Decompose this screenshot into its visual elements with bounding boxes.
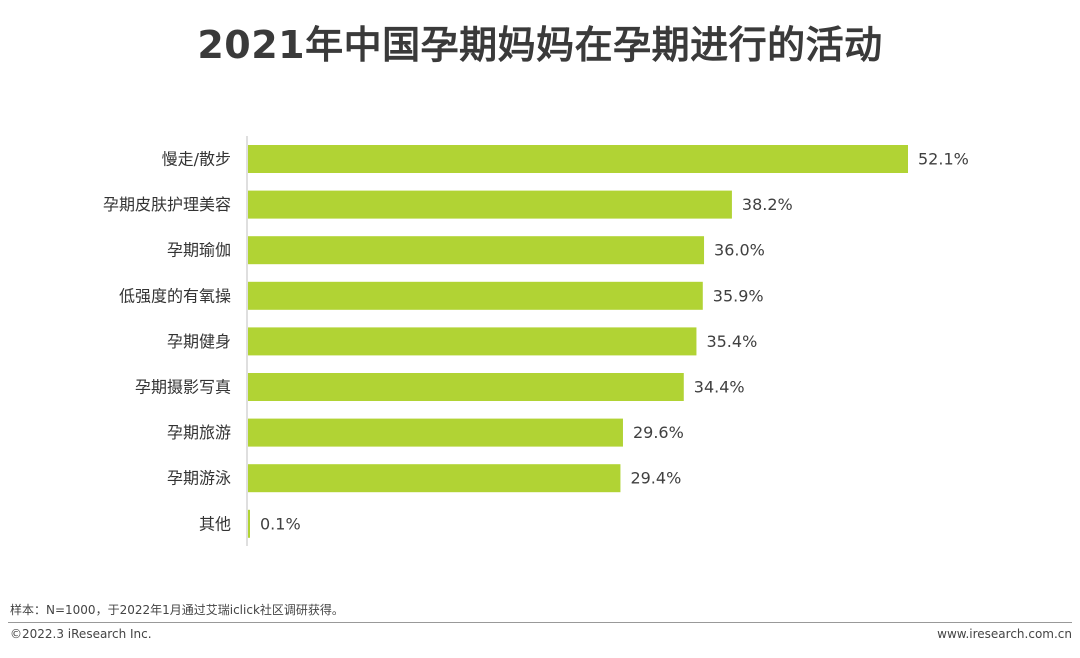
bar-chart: 慢走/散步 52.1% 孕期皮肤护理美容 38.2% 孕期瑜伽 36.0% 低强度的有氧操 3… <box>103 136 969 546</box>
bar <box>248 464 621 493</box>
category-label: 孕期皮肤护理美容 <box>103 195 231 214</box>
category-label: 其他 <box>199 514 231 533</box>
bar <box>248 236 705 265</box>
category-label: 孕期游泳 <box>167 469 231 488</box>
bar <box>248 509 250 538</box>
copyright-text: ©2022.3 iResearch Inc. <box>10 627 152 641</box>
bar <box>248 190 732 219</box>
category-label: 慢走/散步 <box>162 150 231 169</box>
bar <box>248 281 703 310</box>
value-label: 34.4% <box>694 378 745 397</box>
value-label: 36.0% <box>714 241 765 260</box>
category-label: 孕期摄影写真 <box>135 378 231 397</box>
bar <box>248 373 684 401</box>
category-label: 低强度的有氧操 <box>119 286 231 305</box>
bar <box>248 145 908 173</box>
bar <box>248 327 697 356</box>
chart-title: 2021年中国孕期妈妈在孕期进行的活动 <box>197 23 883 67</box>
footer-divider <box>8 622 1072 623</box>
value-label: 29.4% <box>630 469 681 488</box>
category-label: 孕期旅游 <box>167 423 231 442</box>
site-url: www.iresearch.com.cn <box>937 627 1072 641</box>
value-label: 35.4% <box>706 332 757 351</box>
bar <box>248 418 623 447</box>
value-label: 52.1% <box>918 150 969 169</box>
value-label: 0.1% <box>260 514 301 533</box>
value-label: 38.2% <box>742 195 793 214</box>
category-label: 孕期健身 <box>167 332 231 351</box>
value-label: 29.6% <box>633 423 684 442</box>
category-label: 孕期瑜伽 <box>167 241 231 260</box>
sample-note: 样本：N=1000，于2022年1月通过艾瑞iclick社区调研获得。 <box>10 603 344 617</box>
value-label: 35.9% <box>713 286 764 305</box>
